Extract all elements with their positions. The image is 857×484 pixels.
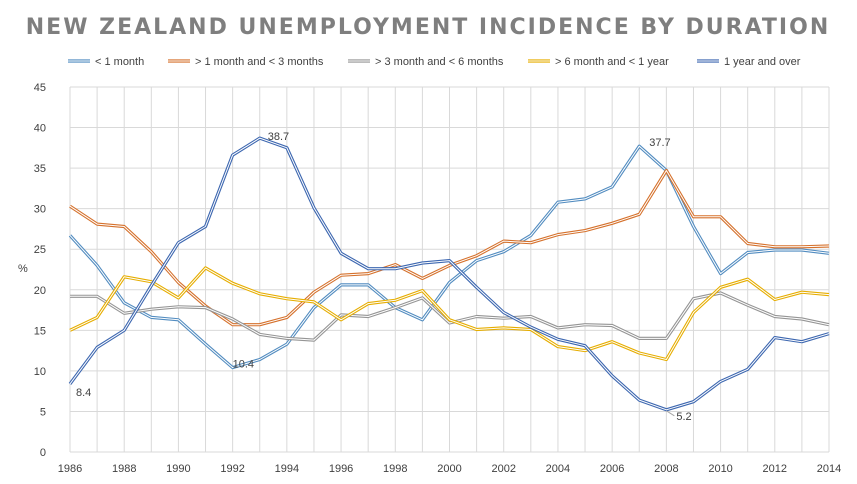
y-axis-label: % <box>18 263 28 275</box>
x-tick-label: 1994 <box>275 463 299 475</box>
y-tick-label: 40 <box>34 123 46 135</box>
grid <box>69 86 830 453</box>
annotation-leader <box>666 410 675 417</box>
series-line-inner <box>69 170 830 326</box>
y-tick-label: 35 <box>34 163 46 175</box>
y-tick-label: 25 <box>34 244 46 256</box>
y-tick-label: 45 <box>34 82 46 94</box>
legend-label: > 6 month and < 1 year <box>555 56 669 68</box>
x-tick-label: 2004 <box>546 463 570 475</box>
series-line <box>69 168 830 327</box>
series <box>68 136 830 412</box>
x-tick-label: 2014 <box>817 463 841 475</box>
x-tick-label: 2010 <box>708 463 732 475</box>
x-tick-label: 1986 <box>58 463 82 475</box>
x-tick-label: 2002 <box>491 463 515 475</box>
x-axis: 1986 1988 1990 1992 1994 1996 1998 2000 2002 2004… <box>58 463 841 475</box>
x-tick-label: 2012 <box>763 463 787 475</box>
y-tick-label: 20 <box>34 285 46 297</box>
series-line-inner <box>69 145 830 369</box>
annotations: 38.7 37.7 10.4 8.4 5.2 <box>76 131 692 423</box>
x-tick-label: 2000 <box>437 463 461 475</box>
data-label: 10.4 <box>233 359 254 371</box>
x-tick-label: 1988 <box>112 463 136 475</box>
x-tick-label: 1992 <box>220 463 244 475</box>
x-tick-label: 2006 <box>600 463 624 475</box>
data-label: 5.2 <box>676 411 691 423</box>
data-label: 37.7 <box>649 137 670 149</box>
y-tick-label: 0 <box>40 447 46 459</box>
legend-label: 1 year and over <box>724 56 801 68</box>
data-label: 8.4 <box>76 387 91 399</box>
y-tick-label: 15 <box>34 325 46 337</box>
x-tick-label: 2008 <box>654 463 678 475</box>
x-tick-label: 1996 <box>329 463 353 475</box>
y-tick-label: 30 <box>34 204 46 216</box>
series-line <box>68 136 830 412</box>
data-label: 38.7 <box>268 131 289 143</box>
chart-title: NEW ZEALAND UNEMPLOYMENT INCIDENCE BY DU… <box>26 15 830 40</box>
y-axis: 0 5 10 15 20 25 30 35 40 45 <box>34 82 46 459</box>
series-line <box>68 144 830 370</box>
y-tick-label: 10 <box>34 366 46 378</box>
series-line-inner <box>69 137 830 411</box>
series-line <box>70 291 830 342</box>
legend: < 1 month > 1 month and < 3 months > 3 mon… <box>68 56 801 68</box>
series-line-inner <box>70 292 830 341</box>
series-line-inner <box>69 267 830 360</box>
series-line <box>69 266 830 362</box>
legend-label: < 1 month <box>95 56 144 68</box>
x-tick-label: 1990 <box>166 463 190 475</box>
legend-label: > 1 month and < 3 months <box>195 56 324 68</box>
y-tick-label: 5 <box>40 406 46 418</box>
x-tick-label: 1998 <box>383 463 407 475</box>
legend-label: > 3 month and < 6 months <box>375 56 504 68</box>
